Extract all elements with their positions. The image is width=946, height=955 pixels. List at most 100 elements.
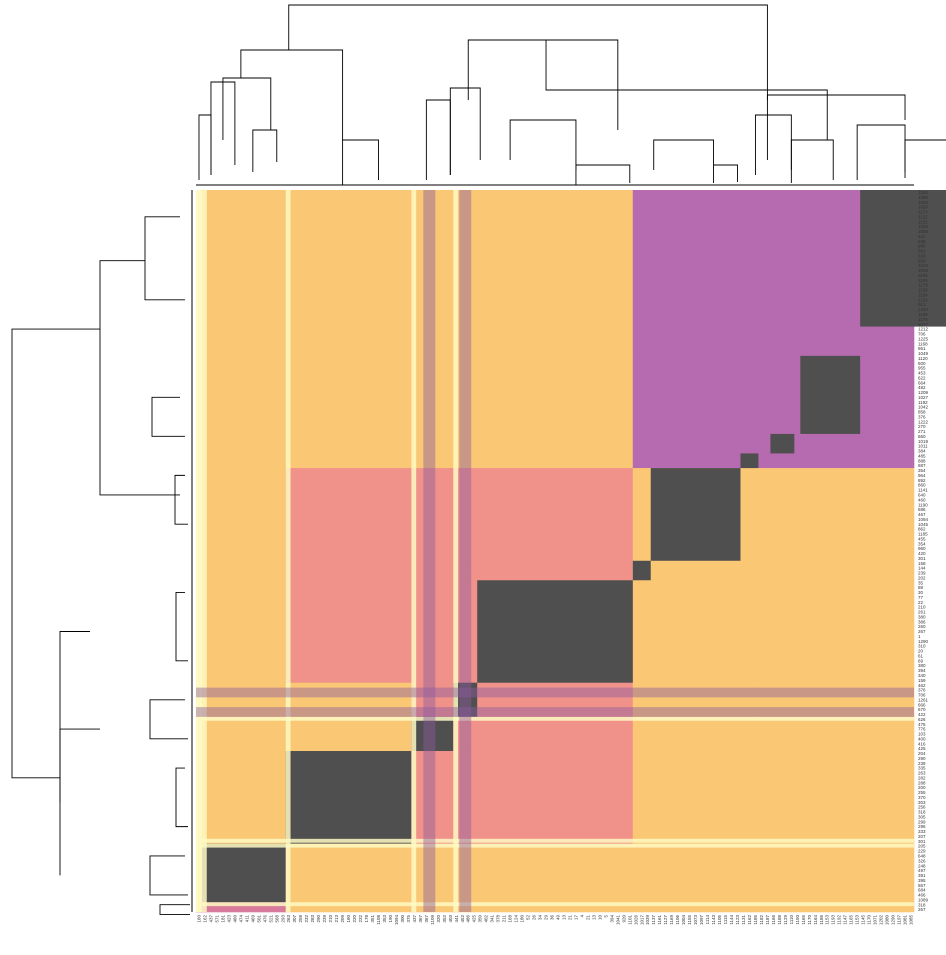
heatmap-tile	[632, 580, 652, 684]
heatmap-tile	[740, 580, 759, 684]
row-tick-label: 1209	[918, 390, 929, 395]
top-dendrogram-branch	[240, 49, 344, 140]
column-tick-label: 1106	[675, 915, 680, 925]
row-tick-label: 640	[918, 493, 926, 498]
column-tick-label: 49	[555, 915, 560, 921]
left-dendrogram-branch	[99, 260, 180, 496]
column-tick-label: 211	[502, 915, 507, 923]
column-tick-label: 1110	[789, 915, 794, 925]
top-dendrogram-branch	[467, 39, 619, 130]
row-tick-label: 1190	[918, 502, 928, 507]
heatmap-tile	[770, 453, 801, 469]
row-tick-label: 326	[918, 858, 926, 863]
heatmap-tile	[285, 433, 412, 454]
heatmap-tile	[860, 682, 915, 718]
top-dendrogram-branch	[575, 164, 631, 185]
heatmap-tile	[201, 716, 287, 752]
column-tick-label: 162	[202, 915, 207, 923]
heatmap-cluster-block	[453, 682, 478, 717]
row-tick-label: 239	[918, 571, 926, 576]
row-tick-label: 270	[918, 424, 926, 429]
heatmap-tile	[477, 355, 634, 435]
column-tick-label: 1290	[891, 915, 896, 926]
column-tick-label: 1182	[759, 915, 764, 925]
column-tick-label: 160	[196, 915, 201, 923]
column-tick-label: 293	[280, 915, 285, 923]
column-tick-label: 213	[334, 915, 339, 923]
column-tick-label: 1108	[376, 915, 381, 925]
heatmap-tile	[201, 468, 287, 562]
heatmap-tile	[650, 580, 741, 684]
heatmap-tile	[800, 716, 861, 752]
column-tick-label: 10	[597, 915, 602, 921]
row-tick-label: 1120	[918, 356, 928, 361]
column-tick-label: 1188	[777, 915, 782, 925]
column-tick-label: 52	[526, 915, 531, 921]
column-tick-label: 367	[424, 915, 429, 923]
top-dendrogram-branch	[222, 77, 272, 140]
row-tick-label: 30	[918, 590, 924, 595]
heatmap-tile	[758, 751, 771, 844]
row-tick-label: 981	[918, 249, 926, 254]
heatmap-cluster-block	[477, 580, 633, 683]
row-tick-label: 557	[918, 883, 926, 888]
heatmap-tile	[632, 682, 652, 718]
row-tick-label: 261	[918, 610, 926, 615]
heatmap-tile	[800, 580, 861, 684]
heatmap-tile	[201, 560, 287, 581]
row-tick-label: 1122	[918, 214, 928, 219]
column-tick-label: 521	[268, 915, 273, 923]
row-tick-label: 335	[918, 766, 926, 771]
row-tick-label: 630	[918, 253, 926, 258]
column-tick-label: 1004	[681, 915, 686, 926]
column-tick-label: 1145	[861, 915, 866, 925]
heatmap-tile	[411, 453, 454, 469]
heatmap-tile	[201, 751, 287, 844]
row-tick-label: 386	[918, 619, 926, 624]
heatmap-tile	[740, 355, 759, 435]
row-tick-label: 61	[918, 653, 924, 658]
heatmap-tile	[650, 682, 741, 718]
heatmap-tile	[201, 682, 287, 718]
row-tick-label: 340	[918, 673, 926, 678]
column-tick-label: 1080	[885, 915, 890, 926]
row-tick-label: 453	[918, 371, 926, 376]
row-tick-label: 35	[918, 580, 924, 585]
row-tick-label: 376	[918, 688, 926, 693]
heatmap-tile	[800, 682, 861, 718]
column-tick-label: 258	[298, 915, 303, 923]
heatmap-tile	[477, 190, 634, 327]
row-tick-label: 659	[918, 258, 926, 263]
column-tick-label: 283	[310, 915, 315, 923]
heatmap-tile	[740, 560, 759, 581]
row-tick-label: 202	[918, 575, 926, 580]
row-tick-label: 318	[918, 902, 926, 907]
row-tick-label: 1175	[918, 317, 928, 322]
heatmap-tile	[477, 682, 634, 718]
heatmap-tile	[650, 453, 741, 469]
column-tick-label: 1071	[873, 915, 878, 926]
heatmap-tile	[650, 716, 741, 752]
heatmap-tile	[285, 560, 412, 581]
row-tick-label: 955	[918, 366, 926, 371]
heatmap-tile	[632, 902, 652, 913]
left-dendrogram-branch	[144, 216, 185, 301]
heatmap-tile	[477, 453, 634, 469]
column-tick-label: 1155	[687, 915, 692, 925]
row-tick-label: 384	[918, 449, 926, 454]
row-tick-label: 455	[918, 536, 926, 541]
column-tick-label: 1094	[394, 915, 399, 926]
heatmap-stripe-row	[196, 716, 914, 721]
row-tick-label: 144	[918, 566, 926, 571]
heatmap-tile	[800, 843, 861, 903]
column-tick-label: 1129	[783, 915, 788, 925]
row-tick-label: 485	[918, 453, 926, 458]
heatmap-tile	[477, 560, 634, 581]
column-tick-label: 1131	[741, 915, 746, 925]
heatmap-tile	[770, 326, 801, 357]
row-tick-label: 1027	[918, 395, 929, 400]
heatmap-tile	[770, 560, 801, 581]
column-tick-label: 402	[484, 915, 489, 923]
heatmap-tile	[758, 716, 771, 752]
row-tick-label: 1094	[918, 517, 929, 522]
